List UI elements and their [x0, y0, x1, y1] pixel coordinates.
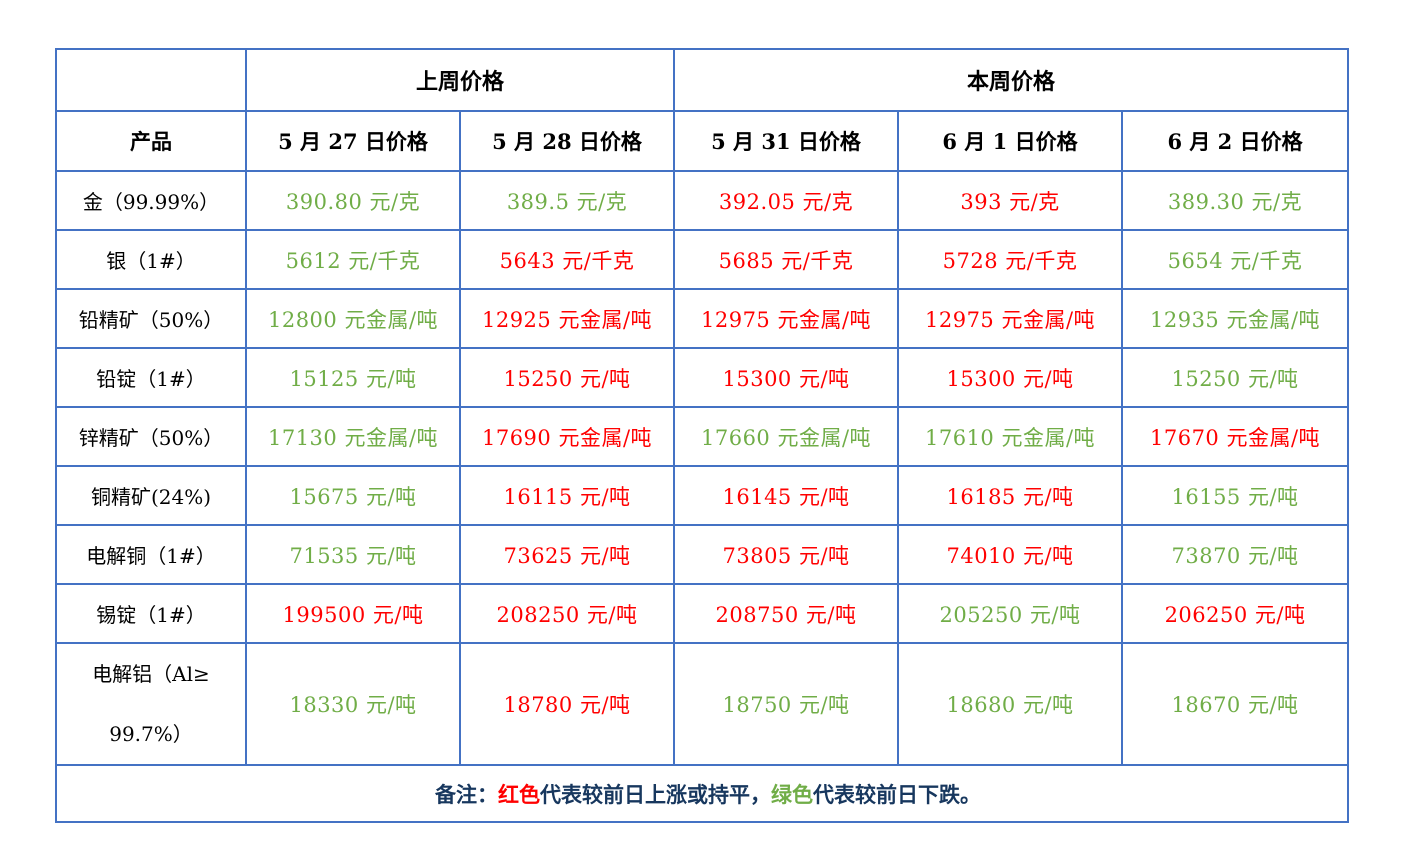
price-cell: 73805 元/吨: [673, 524, 900, 585]
note-prefix: 备注：: [435, 781, 499, 807]
note-cell: 备注：红色代表较前日上涨或持平，绿色代表较前日下跌。: [54, 764, 1350, 823]
product-cell: 锡锭（1#）: [55, 583, 247, 644]
table-row-lead-concentrate: 铅精矿（50%） 12800 元金属/吨 12925 元金属/吨 12975 元…: [55, 288, 1350, 349]
price-cell: 16145 元/吨: [673, 465, 900, 526]
group-header-row: 上周价格 本周价格: [55, 48, 1350, 112]
product-cell: 锌精矿（50%）: [55, 406, 247, 467]
note-row: 备注：红色代表较前日上涨或持平，绿色代表较前日下跌。: [54, 764, 1350, 823]
price-cell: 18680 元/吨: [897, 642, 1124, 766]
product-cell: 铅精矿（50%）: [55, 288, 247, 349]
table-row-silver: 银（1#） 5612 元/千克 5643 元/千克 5685 元/千克 5728…: [55, 229, 1350, 290]
price-cell: 12975 元金属/吨: [673, 288, 900, 349]
price-cell: 15675 元/吨: [245, 465, 461, 526]
table-row-tin-ingot: 锡锭（1#） 199500 元/吨 208250 元/吨 208750 元/吨 …: [55, 583, 1350, 644]
price-cell: 15250 元/吨: [1121, 347, 1350, 408]
price-cell: 16185 元/吨: [897, 465, 1124, 526]
price-cell: 17660 元金属/吨: [673, 406, 900, 467]
note-green-desc: 代表较前日下跌。: [813, 781, 982, 807]
price-cell: 18670 元/吨: [1121, 642, 1350, 766]
price-cell: 12800 元金属/吨: [245, 288, 461, 349]
price-cell: 17690 元金属/吨: [458, 406, 676, 467]
price-cell: 73625 元/吨: [458, 524, 676, 585]
price-cell: 208750 元/吨: [673, 583, 900, 644]
last-week-header: 上周价格: [244, 48, 676, 112]
price-cell: 16155 元/吨: [1121, 465, 1350, 526]
price-cell: 206250 元/吨: [1121, 583, 1350, 644]
price-cell: 392.05 元/克: [673, 170, 900, 231]
table-row-copper-concentrate: 铜精矿(24%) 15675 元/吨 16115 元/吨 16145 元/吨 1…: [55, 465, 1350, 526]
price-cell: 18750 元/吨: [673, 642, 900, 766]
price-cell: 74010 元/吨: [897, 524, 1124, 585]
price-cell: 15125 元/吨: [245, 347, 461, 408]
price-cell: 16115 元/吨: [458, 465, 676, 526]
corner-cell: [55, 48, 247, 112]
price-cell: 71535 元/吨: [245, 524, 461, 585]
product-cell: 金（99.99%）: [55, 170, 247, 231]
metal-price-table: 上周价格 本周价格 产品 5 月 27 日价格 5 月 28 日价格 5 月 3…: [54, 48, 1350, 823]
price-cell: 5643 元/千克: [458, 229, 676, 290]
table-row-gold: 金（99.99%） 390.80 元/克 389.5 元/克 392.05 元/…: [55, 170, 1350, 231]
date-header-jun1: 6 月 1 日价格: [897, 110, 1124, 172]
price-cell: 393 元/克: [897, 170, 1124, 231]
product-cell: 铅锭（1#）: [55, 347, 247, 408]
price-cell: 199500 元/吨: [245, 583, 461, 644]
table-row-lead-ingot: 铅锭（1#） 15125 元/吨 15250 元/吨 15300 元/吨 153…: [55, 347, 1350, 408]
price-cell: 205250 元/吨: [897, 583, 1124, 644]
price-cell: 389.30 元/克: [1121, 170, 1350, 231]
date-header-row: 产品 5 月 27 日价格 5 月 28 日价格 5 月 31 日价格 6 月 …: [55, 110, 1350, 172]
price-cell: 15250 元/吨: [458, 347, 676, 408]
date-header-may31: 5 月 31 日价格: [673, 110, 900, 172]
price-cell: 73870 元/吨: [1121, 524, 1350, 585]
product-cell: 银（1#）: [55, 229, 247, 290]
price-cell: 18780 元/吨: [458, 642, 676, 766]
note-red-term: 红色: [498, 781, 541, 807]
price-cell: 17610 元金属/吨: [897, 406, 1124, 467]
product-header: 产品: [55, 110, 247, 172]
this-week-header: 本周价格: [673, 48, 1350, 112]
table-row-electrolytic-aluminum: 电解铝（Al≥ 99.7%） 18330 元/吨 18780 元/吨 18750…: [55, 642, 1350, 766]
table-row-zinc-concentrate: 锌精矿（50%） 17130 元金属/吨 17690 元金属/吨 17660 元…: [55, 406, 1350, 467]
product-cell: 电解铜（1#）: [55, 524, 247, 585]
price-cell: 15300 元/吨: [673, 347, 900, 408]
product-cell: 电解铝（Al≥ 99.7%）: [55, 642, 247, 766]
price-cell: 390.80 元/克: [245, 170, 461, 231]
product-cell: 铜精矿(24%): [55, 465, 247, 526]
date-header-may28: 5 月 28 日价格: [458, 110, 676, 172]
price-cell: 12935 元金属/吨: [1121, 288, 1350, 349]
date-header-jun2: 6 月 2 日价格: [1121, 110, 1350, 172]
price-cell: 5728 元/千克: [897, 229, 1124, 290]
price-cell: 15300 元/吨: [897, 347, 1124, 408]
note-red-desc: 代表较前日上涨或持平，: [540, 781, 772, 807]
price-cell: 389.5 元/克: [458, 170, 676, 231]
note-green-term: 绿色: [771, 781, 814, 807]
price-cell: 208250 元/吨: [458, 583, 676, 644]
table-row-electrolytic-copper: 电解铜（1#） 71535 元/吨 73625 元/吨 73805 元/吨 74…: [55, 524, 1350, 585]
date-header-may27: 5 月 27 日价格: [245, 110, 461, 172]
price-cell: 17130 元金属/吨: [245, 406, 461, 467]
price-cell: 5612 元/千克: [245, 229, 461, 290]
price-cell: 5654 元/千克: [1121, 229, 1350, 290]
price-cell: 17670 元金属/吨: [1121, 406, 1350, 467]
price-cell: 18330 元/吨: [245, 642, 461, 766]
price-cell: 12975 元金属/吨: [897, 288, 1124, 349]
price-cell: 12925 元金属/吨: [458, 288, 676, 349]
price-cell: 5685 元/千克: [673, 229, 900, 290]
